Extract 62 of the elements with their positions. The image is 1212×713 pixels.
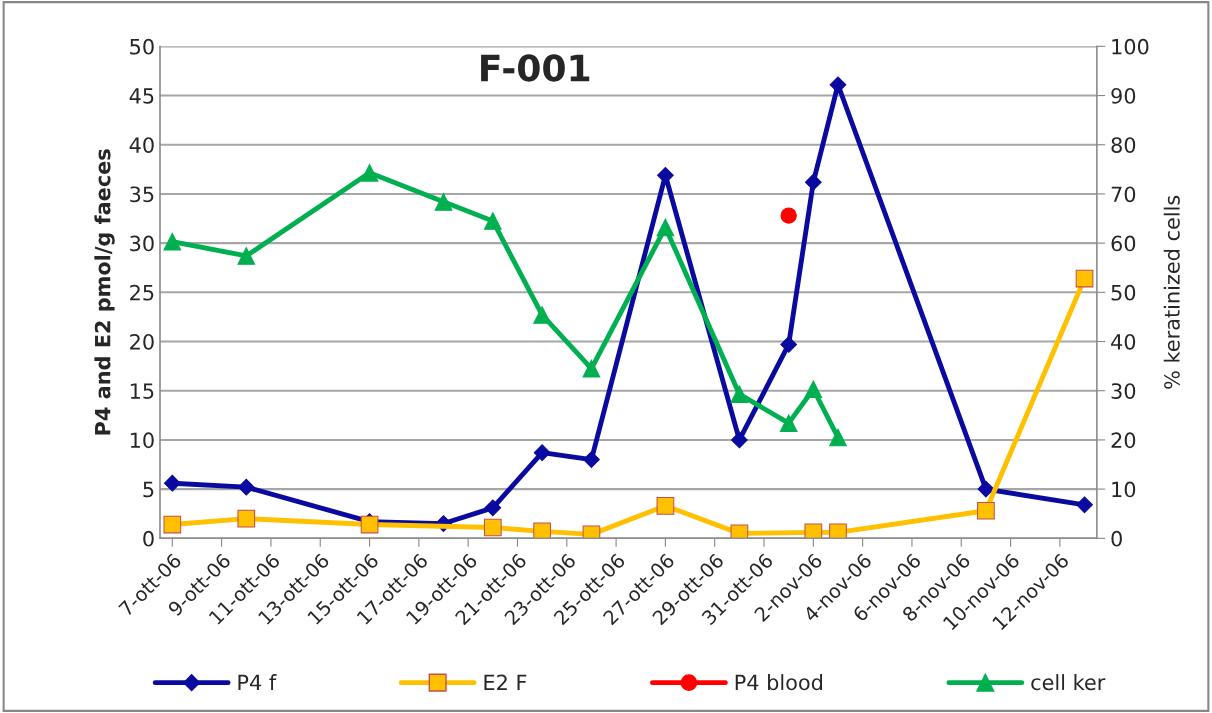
- point: [533, 444, 551, 462]
- point: [163, 232, 182, 251]
- point: [730, 431, 748, 449]
- y-axis-title: P4 and E2 pmol/g faeces: [94, 149, 115, 435]
- y-tick-label: 35: [130, 186, 154, 203]
- y-tick-label: 40: [129, 137, 154, 153]
- y2-tick-label: 0: [1111, 530, 1122, 547]
- point: [483, 212, 502, 230]
- y2-tick-label: 100: [1112, 38, 1149, 55]
- y2-tick-label: 20: [1111, 432, 1136, 449]
- y-tick-label: 0: [143, 530, 154, 547]
- point: [360, 163, 379, 182]
- point: [730, 524, 749, 539]
- y-tick-label: 20: [130, 333, 154, 350]
- legend-label: cell ker: [1031, 674, 1106, 691]
- y2-tick-label: 90: [1111, 87, 1136, 104]
- point: [533, 306, 551, 324]
- point: [583, 451, 600, 468]
- point: [780, 336, 798, 353]
- point: [434, 192, 453, 211]
- point: [829, 428, 847, 447]
- point: [163, 515, 182, 534]
- point: [237, 478, 255, 496]
- point: [163, 474, 181, 492]
- point: [977, 501, 995, 520]
- y-tick-label: 25: [130, 284, 154, 301]
- y2-tick-label: 80: [1111, 137, 1136, 153]
- y2-tick-label: 10: [1112, 481, 1136, 498]
- y-tick-label: 15: [130, 383, 154, 399]
- y-tick-label: 50: [130, 38, 154, 55]
- y-tick-label: 5: [143, 481, 154, 498]
- point: [656, 496, 675, 515]
- point: [483, 518, 502, 537]
- point: [829, 523, 847, 539]
- point: [779, 414, 798, 433]
- y2-tick-label: 70: [1111, 186, 1136, 203]
- y2-tick-label: 40: [1111, 333, 1136, 350]
- point: [582, 359, 601, 378]
- y-tick-label: 30: [130, 235, 154, 252]
- y2-tick-label: 60: [1111, 235, 1136, 252]
- y-tick-label: 45: [129, 88, 154, 104]
- point: [977, 480, 995, 498]
- point: [804, 523, 823, 539]
- point: [730, 385, 749, 404]
- point: [1075, 269, 1094, 288]
- y-tick-label: 10: [130, 432, 154, 449]
- chart-title: F-001: [481, 54, 590, 82]
- y2-tick-label: 50: [1111, 284, 1136, 301]
- legend-label: E2 F: [484, 674, 527, 690]
- point: [484, 499, 502, 517]
- point: [656, 218, 675, 237]
- y2-axis-title: % keratinized cells: [1163, 195, 1180, 389]
- legend-label: P4 blood: [735, 674, 822, 691]
- point: [237, 247, 256, 265]
- point: [804, 173, 822, 191]
- legend-label: P4 f: [238, 674, 277, 690]
- point: [1076, 496, 1093, 514]
- point: [780, 207, 797, 224]
- point: [237, 509, 256, 528]
- y2-tick-label: 30: [1111, 383, 1136, 399]
- point: [804, 380, 823, 399]
- point: [533, 522, 551, 539]
